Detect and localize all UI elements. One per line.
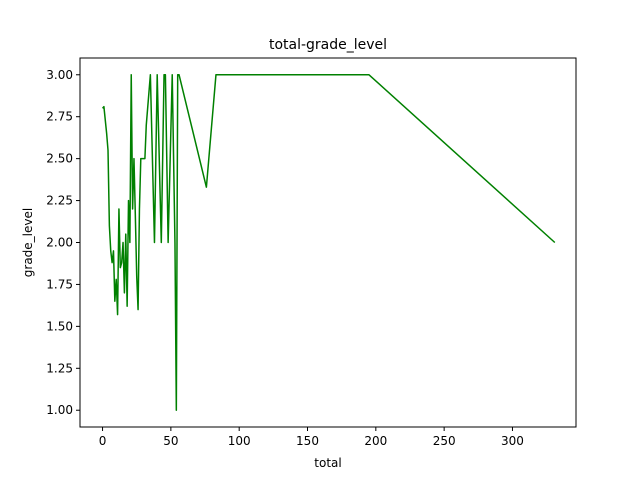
- y-tick-label: 2.25: [46, 194, 73, 208]
- x-axis: 0 50 100 150 200 250 300: [99, 427, 524, 448]
- y-tick-label: 2.00: [46, 236, 73, 250]
- y-axis-label: grade_level: [21, 208, 35, 277]
- y-tick-label: 1.75: [46, 277, 73, 291]
- x-tick-label: 50: [163, 434, 178, 448]
- x-tick-label: 150: [296, 434, 319, 448]
- x-tick-label: 0: [99, 434, 107, 448]
- y-tick-label: 2.50: [46, 152, 73, 166]
- y-tick-label: 1.50: [46, 319, 73, 333]
- x-tick-label: 250: [433, 434, 456, 448]
- series-group: [101, 74, 556, 411]
- y-tick-label: 1.25: [46, 361, 73, 375]
- y-axis: 1.00 1.25 1.50 1.75 2.00 2.25 2.50 2.75 3.00: [46, 68, 80, 417]
- x-tick-label: 100: [228, 434, 251, 448]
- x-axis-label: total: [314, 456, 341, 470]
- series-line: [101, 74, 556, 411]
- x-tick-label: 200: [364, 434, 387, 448]
- x-tick-label: 300: [501, 434, 524, 448]
- y-tick-label: 1.00: [46, 403, 73, 417]
- y-tick-label: 2.75: [46, 110, 73, 124]
- chart-title: total-grade_level: [269, 37, 387, 53]
- y-tick-label: 3.00: [46, 68, 73, 82]
